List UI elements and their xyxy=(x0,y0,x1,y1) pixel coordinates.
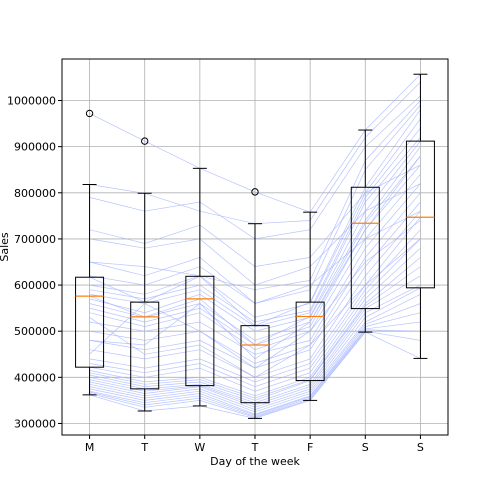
series-line xyxy=(89,192,421,364)
box-3 xyxy=(185,167,215,407)
box-body xyxy=(75,276,105,368)
x-tick-label: S xyxy=(362,441,369,454)
series-line xyxy=(89,238,421,378)
x-tick-label: M xyxy=(85,441,95,454)
series-line xyxy=(89,229,421,387)
y-tick-label: 600000 xyxy=(14,279,56,292)
y-tick-label: 400000 xyxy=(14,371,56,384)
box-body xyxy=(295,301,325,382)
y-tick-label: 500000 xyxy=(14,325,56,338)
x-tick-label: S xyxy=(417,441,424,454)
outlier-point xyxy=(251,188,259,196)
box-2 xyxy=(130,137,160,412)
series-line xyxy=(89,146,421,332)
x-axis-label: Day of the week xyxy=(210,455,300,468)
box-5 xyxy=(295,211,325,401)
y-tick-label: 900000 xyxy=(14,141,56,154)
box-body xyxy=(185,275,215,387)
y-tick-label: 1000000 xyxy=(7,95,56,108)
series-line xyxy=(89,220,421,369)
box-1 xyxy=(75,109,105,396)
box-body xyxy=(130,301,160,390)
series-line xyxy=(89,183,421,355)
y-tick-label: 800000 xyxy=(14,187,56,200)
y-tick-label: 700000 xyxy=(14,233,56,246)
series-line xyxy=(89,155,421,360)
box-body xyxy=(405,140,435,289)
box-body xyxy=(350,186,380,310)
outlier-point xyxy=(85,109,94,118)
x-tick-label: T xyxy=(251,441,259,454)
y-tick-label: 300000 xyxy=(14,417,56,430)
series-line xyxy=(89,247,421,397)
box-6 xyxy=(350,129,380,333)
x-tick-label: T xyxy=(140,441,148,454)
box-body xyxy=(240,325,270,404)
x-tick-label: W xyxy=(194,441,205,454)
boxes-layer xyxy=(75,73,435,419)
series-line xyxy=(89,238,421,392)
box-4 xyxy=(240,188,270,419)
x-tick-label: F xyxy=(307,441,313,454)
box-7 xyxy=(405,73,435,359)
outlier-point xyxy=(141,137,149,145)
y-axis-label: Sales xyxy=(0,232,11,262)
y-tick-labels: 300000 400000 500000 600000 700000 800000 9000… xyxy=(7,95,62,430)
series-line xyxy=(89,257,421,399)
series-line xyxy=(89,266,421,401)
